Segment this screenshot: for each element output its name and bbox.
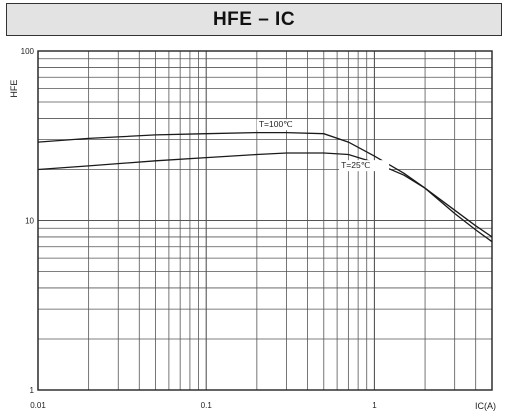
series-line-t100	[37, 131, 493, 243]
y-axis-label: HFE	[9, 80, 19, 98]
series-line-t25	[37, 152, 493, 238]
chart-title-box: HFE – IC	[6, 3, 502, 36]
annotation-bg	[339, 160, 390, 172]
x-tick-label: 0.01	[30, 401, 46, 410]
y-tick-label: 1	[30, 386, 35, 395]
chart-title: HFE – IC	[212, 8, 296, 30]
x-tick-label: 0.1	[201, 401, 213, 410]
x-tick-label: 1	[372, 401, 377, 410]
series-annotation: T=100℃	[259, 119, 293, 129]
x-axis-label: IC(A)	[475, 401, 496, 411]
y-tick-label: 10	[25, 217, 34, 226]
plot-frame	[37, 50, 493, 391]
annotation-bg	[256, 119, 307, 131]
series-annotation: T=25℃	[341, 160, 371, 170]
y-tick-label: 100	[21, 47, 35, 56]
